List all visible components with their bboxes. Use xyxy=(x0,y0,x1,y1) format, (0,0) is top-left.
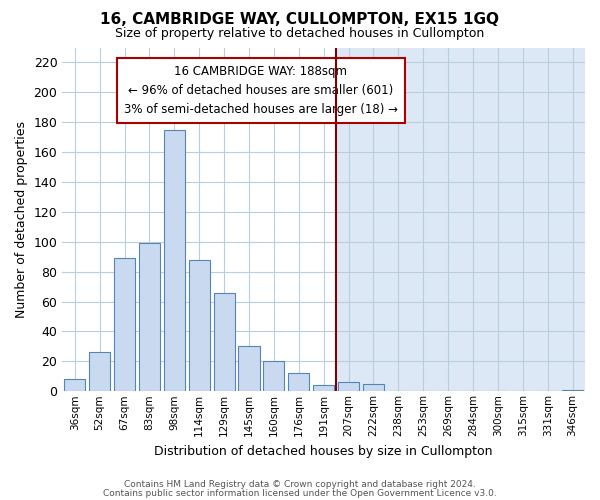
Text: Size of property relative to detached houses in Cullompton: Size of property relative to detached ho… xyxy=(115,28,485,40)
Bar xyxy=(562,390,583,392)
Bar xyxy=(238,346,260,392)
Bar xyxy=(188,260,210,392)
Bar xyxy=(338,382,359,392)
Bar xyxy=(139,244,160,392)
Text: Contains public sector information licensed under the Open Government Licence v3: Contains public sector information licen… xyxy=(103,488,497,498)
Bar xyxy=(89,352,110,392)
Bar xyxy=(164,130,185,392)
Text: 16 CAMBRIDGE WAY: 188sqm
← 96% of detached houses are smaller (601)
3% of semi-d: 16 CAMBRIDGE WAY: 188sqm ← 96% of detach… xyxy=(124,64,398,116)
Text: Contains HM Land Registry data © Crown copyright and database right 2024.: Contains HM Land Registry data © Crown c… xyxy=(124,480,476,489)
Bar xyxy=(363,384,384,392)
Bar xyxy=(336,48,585,392)
X-axis label: Distribution of detached houses by size in Cullompton: Distribution of detached houses by size … xyxy=(154,444,493,458)
Text: 16, CAMBRIDGE WAY, CULLOMPTON, EX15 1GQ: 16, CAMBRIDGE WAY, CULLOMPTON, EX15 1GQ xyxy=(101,12,499,28)
Y-axis label: Number of detached properties: Number of detached properties xyxy=(15,121,28,318)
Bar xyxy=(64,380,85,392)
Bar xyxy=(214,292,235,392)
Bar xyxy=(313,386,334,392)
Bar xyxy=(263,362,284,392)
Bar xyxy=(288,374,310,392)
Bar xyxy=(114,258,135,392)
